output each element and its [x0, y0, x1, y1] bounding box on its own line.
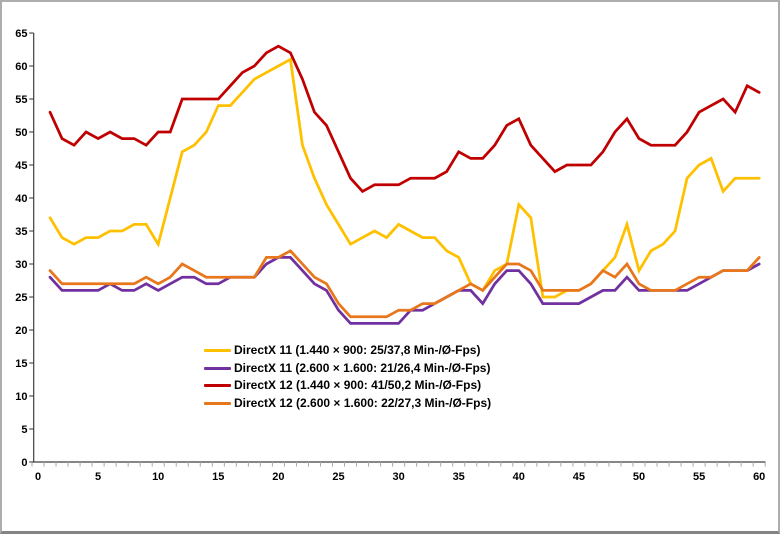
- legend-line-swatch-purple: [204, 366, 231, 370]
- y-tick-label: 25: [15, 292, 27, 304]
- legend-item-dx12-1440: DirectX 12 (1.440 × 900: 41/50,2 Min-/Ø-…: [204, 377, 491, 395]
- x-tick-label: 25: [332, 471, 344, 483]
- y-tick-label: 55: [15, 94, 27, 106]
- x-tick-label: 50: [633, 471, 645, 483]
- y-tick-label: 5: [21, 424, 27, 436]
- x-tick-label: 30: [392, 471, 404, 483]
- y-tick-label: 30: [15, 259, 27, 271]
- x-tick-label: 45: [573, 471, 585, 483]
- x-tick-label: 35: [453, 471, 465, 483]
- axes: [32, 33, 766, 463]
- y-tick-label: 50: [15, 127, 27, 139]
- x-tick-label: 0: [35, 471, 41, 483]
- legend-item-dx12-2600: DirectX 12 (2.600 × 1.600: 22/27,3 Min-/…: [204, 395, 491, 413]
- legend-item-dx11-2600: DirectX 11 (2.600 × 1.600: 21/26,4 Min-/…: [204, 360, 491, 378]
- y-tick-label: 0: [21, 457, 27, 469]
- series-line-0: [48, 57, 761, 299]
- legend-label: DirectX 12 (2.600 × 1.600: 22/27,3 Min-/…: [234, 395, 492, 410]
- chart-legend: DirectX 11 (1.440 × 900: 25/37,8 Min-/Ø-…: [204, 342, 491, 412]
- series-line-1: [48, 256, 761, 325]
- x-tick-label: 60: [753, 471, 765, 483]
- y-tick-label: 35: [15, 226, 27, 238]
- series-line-3: [48, 249, 761, 319]
- y-tick-label: 20: [15, 325, 27, 337]
- x-axis-minor-ticks: [31, 462, 766, 467]
- legend-item-dx11-1440: DirectX 11 (1.440 × 900: 25/37,8 Min-/Ø-…: [204, 342, 491, 360]
- x-tick-label: 40: [513, 471, 525, 483]
- y-tick-label: 15: [15, 358, 27, 370]
- y-tick-label: 65: [15, 28, 27, 40]
- legend-line-swatch-red: [204, 384, 231, 388]
- y-tick-label: 60: [15, 61, 27, 73]
- y-axis-ticks: 0 5 10 15 20 25 30 35 40 45 50 55 60 65: [15, 28, 34, 469]
- y-tick-label: 45: [15, 160, 27, 172]
- x-tick-label: 55: [693, 471, 705, 483]
- y-tick-label: 10: [15, 391, 27, 403]
- x-tick-label: 5: [95, 471, 101, 483]
- x-tick-label: 15: [212, 471, 224, 483]
- legend-line-swatch-yellow: [204, 349, 231, 353]
- legend-label: DirectX 11 (1.440 × 900: 25/37,8 Min-/Ø-…: [234, 343, 481, 357]
- legend-label: DirectX 11 (2.600 × 1.600: 21/26,4 Min-/…: [234, 360, 491, 375]
- x-tick-label: 20: [272, 471, 284, 483]
- legend-line-swatch-orange: [204, 401, 231, 405]
- series-line-2: [48, 44, 761, 194]
- x-tick-label: 10: [152, 471, 164, 483]
- legend-label: DirectX 12 (1.440 × 900: 41/50,2 Min-/Ø-…: [234, 378, 482, 392]
- y-tick-label: 40: [15, 193, 27, 205]
- x-axis-labels: 0 5 10 15 20 25 30 35 40 45 50 55 60: [35, 471, 765, 483]
